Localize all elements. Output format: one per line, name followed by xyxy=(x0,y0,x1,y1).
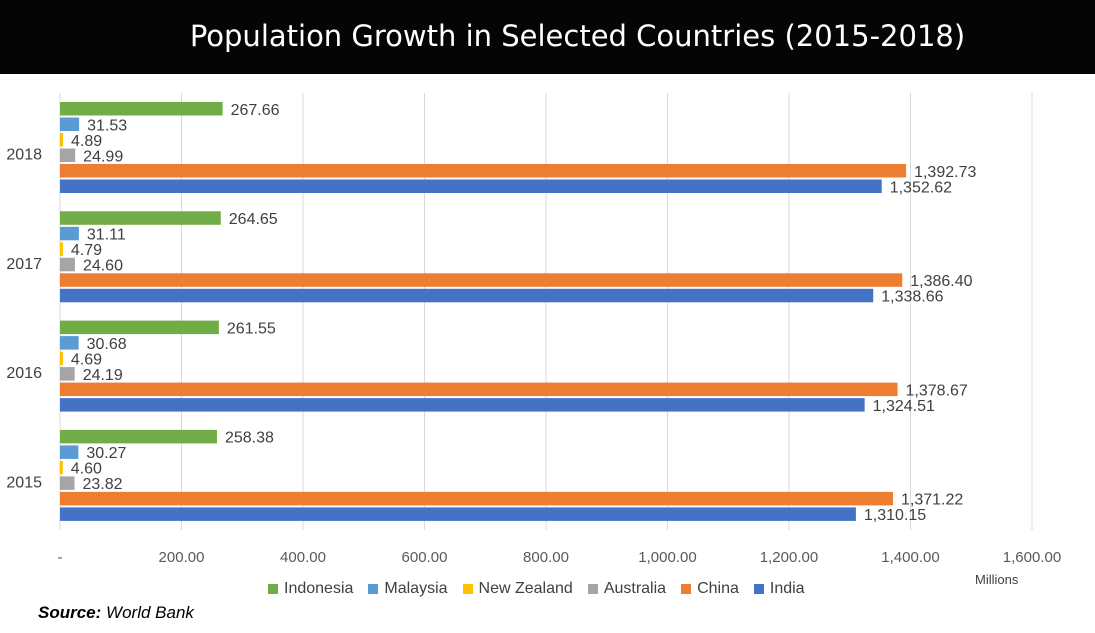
data-label: 24.99 xyxy=(83,148,123,165)
bar xyxy=(60,117,80,131)
bar xyxy=(60,148,76,162)
bar xyxy=(60,507,856,521)
x-tick-label: 1,000.00 xyxy=(638,549,696,566)
bar xyxy=(60,398,865,412)
data-label: 4.89 xyxy=(71,133,102,150)
data-label: 1,338.66 xyxy=(881,289,943,306)
legend-swatch xyxy=(368,584,379,594)
bar xyxy=(60,226,79,241)
legend-item: China xyxy=(681,580,739,598)
data-label: 1,392.73 xyxy=(914,164,976,181)
legend-swatch xyxy=(268,584,278,594)
x-tick-label: 800.00 xyxy=(523,549,569,566)
data-label: 1,386.40 xyxy=(910,273,972,290)
bar xyxy=(60,288,874,303)
source-text: World Bank xyxy=(106,603,194,622)
y-tick-label: 2016 xyxy=(6,365,42,382)
legend-label: Malaysia xyxy=(384,580,448,597)
bar xyxy=(60,491,894,506)
data-label: 4.69 xyxy=(71,351,102,368)
data-label: 31.53 xyxy=(87,117,127,134)
bar xyxy=(60,460,63,475)
x-axis-label: Millions xyxy=(975,572,1019,587)
bar xyxy=(60,273,903,287)
legend-item: India xyxy=(753,580,805,598)
y-tick-label: 2017 xyxy=(6,256,42,273)
data-label: 24.19 xyxy=(83,367,123,384)
bar xyxy=(60,445,79,459)
legend-label: New Zealand xyxy=(478,580,573,597)
data-label: 1,371.22 xyxy=(901,492,963,509)
legend-item: New Zealand xyxy=(462,580,573,598)
legend-swatch xyxy=(681,584,692,594)
bar xyxy=(60,179,882,193)
bar xyxy=(60,351,63,366)
x-tick-label: 200.00 xyxy=(159,549,205,566)
bar xyxy=(60,211,221,225)
data-label: 1,310.15 xyxy=(864,507,926,524)
data-label: 1,352.62 xyxy=(890,179,952,196)
x-tick-label: 400.00 xyxy=(280,549,326,566)
source-label: Source: xyxy=(38,603,102,622)
legend-item: Australia xyxy=(587,580,667,598)
x-tick-label: 600.00 xyxy=(402,549,448,566)
x-tick-label: 1,400.00 xyxy=(881,549,939,566)
y-tick-label: 2018 xyxy=(6,147,42,164)
legend-swatch xyxy=(587,584,598,594)
legend-item: Indonesia xyxy=(268,580,353,598)
title-bar: Population Growth in Selected Countries … xyxy=(0,0,1095,74)
legend-item: Malaysia xyxy=(368,580,448,598)
legend-label: Australia xyxy=(603,580,667,597)
bar xyxy=(60,476,75,490)
y-tick-label: 2015 xyxy=(6,474,42,491)
x-tick-label: - xyxy=(58,549,63,566)
data-label: 31.11 xyxy=(87,227,126,244)
legend-swatch xyxy=(462,584,473,594)
data-label: 1,378.67 xyxy=(906,382,968,399)
bar xyxy=(60,320,219,335)
bar xyxy=(60,429,217,444)
data-label: 23.82 xyxy=(82,476,122,493)
bar xyxy=(60,102,223,116)
legend-label: China xyxy=(697,580,739,597)
bar xyxy=(60,382,898,397)
data-label: 267.66 xyxy=(231,102,280,119)
data-label: 4.60 xyxy=(71,461,102,478)
source-note: Source: World Bank xyxy=(38,603,194,623)
data-label: 24.60 xyxy=(83,258,123,275)
bar xyxy=(60,242,63,256)
bar xyxy=(60,367,75,381)
data-label: 30.68 xyxy=(87,336,127,353)
x-tick-label: 1,600.00 xyxy=(1003,549,1061,566)
data-label: 30.27 xyxy=(86,445,126,462)
data-label: 264.65 xyxy=(229,211,278,228)
chart-title: Population Growth in Selected Countries … xyxy=(189,19,966,53)
legend-label: India xyxy=(769,580,805,597)
x-tick-label: 1,200.00 xyxy=(760,549,818,566)
bar xyxy=(60,133,63,147)
data-label: 1,324.51 xyxy=(873,398,935,415)
legend-label: Indonesia xyxy=(284,580,354,597)
legend: Indonesia Malaysia New Zealand Australia Chi… xyxy=(268,580,805,598)
bar xyxy=(60,257,75,272)
bar xyxy=(60,164,907,178)
data-label: 261.55 xyxy=(227,320,276,337)
data-label: 258.38 xyxy=(225,430,274,447)
data-label: 4.79 xyxy=(71,242,102,259)
legend-swatch xyxy=(753,584,764,594)
bar xyxy=(60,336,79,350)
